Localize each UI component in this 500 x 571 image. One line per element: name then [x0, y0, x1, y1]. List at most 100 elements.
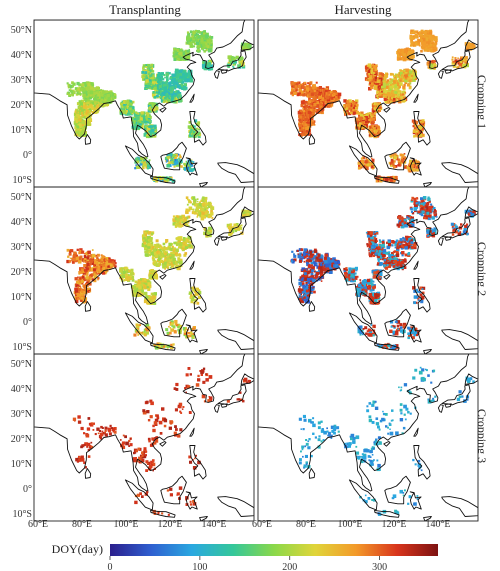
rice-pixel: [375, 70, 378, 73]
rice-pixel: [401, 53, 403, 56]
rice-pixel: [394, 91, 398, 94]
rice-pixel: [170, 78, 174, 82]
rice-pixel: [402, 53, 406, 57]
rice-pixel: [305, 92, 308, 94]
rice-pixel: [75, 108, 79, 112]
rice-pixel: [319, 108, 322, 111]
rice-pixel: [406, 54, 408, 57]
rice-pixel: [168, 161, 171, 164]
rice-pixel: [421, 41, 423, 44]
rice-pixel: [202, 43, 206, 47]
rice-pixel: [301, 122, 304, 125]
rice-pixel: [77, 106, 82, 110]
rice-pixel: [140, 124, 144, 128]
rice-pixel: [368, 75, 371, 78]
rice-pixel: [164, 76, 166, 79]
rice-pixel: [197, 133, 200, 136]
rice-pixel: [207, 63, 210, 67]
rice-pixel: [178, 51, 183, 56]
rice-pixel: [371, 82, 374, 86]
rice-pixel: [169, 95, 172, 98]
rice-pixel: [373, 82, 376, 85]
coastline-path: [34, 20, 246, 158]
rice-pixel: [146, 133, 149, 136]
rice-pixel: [152, 91, 155, 94]
rice-pixel: [83, 115, 87, 119]
rice-pixel: [194, 38, 198, 42]
rice-pixel: [162, 97, 165, 100]
rice-pixel: [433, 46, 437, 49]
rice-pixel: [104, 98, 108, 101]
rice-pixel: [143, 78, 146, 81]
rice-pixel: [178, 93, 182, 97]
rice-pixel: [129, 109, 133, 113]
rice-pixel: [208, 67, 212, 71]
rice-pixel: [71, 85, 74, 88]
rice-pixel: [428, 31, 432, 35]
rice-pixel: [141, 71, 145, 74]
rice-pixel: [203, 39, 205, 42]
rice-pixel: [192, 161, 195, 163]
rice-pixel: [143, 163, 147, 167]
rice-pixel: [249, 46, 251, 48]
rice-pixel: [391, 73, 394, 76]
rice-pixel: [102, 90, 106, 94]
rice-pixel: [371, 64, 374, 67]
rice-pixel: [396, 84, 398, 87]
rice-pixel: [315, 95, 319, 99]
rice-pixel: [205, 49, 208, 51]
rice-pixel: [433, 44, 435, 47]
rice-pixel: [145, 66, 148, 68]
rice-pixel: [384, 100, 387, 103]
rice-pixel: [389, 100, 393, 104]
rice-pixel: [74, 123, 78, 127]
rice-pixel: [97, 98, 101, 102]
rice-pixel: [74, 117, 78, 121]
rice-pixel: [145, 166, 148, 169]
rice-pixel: [305, 87, 310, 91]
rice-pixel: [310, 100, 315, 104]
rice-pixel: [142, 167, 145, 170]
rice-pixel: [418, 44, 421, 47]
rice-pixel: [87, 93, 91, 98]
rice-pixel: [151, 70, 155, 73]
rice-pixel: [182, 52, 186, 55]
rice-pixel: [306, 114, 310, 117]
rice-pixel: [355, 99, 359, 103]
rice-pixel: [120, 112, 123, 115]
rice-pixel: [138, 164, 141, 167]
rice-pixel: [144, 71, 148, 75]
rice-pixel: [396, 73, 399, 76]
rice-pixel: [174, 50, 177, 53]
rice-pixel: [168, 89, 171, 92]
rice-pixel: [322, 96, 325, 98]
rice-pixel: [197, 121, 201, 125]
rice-pixel: [137, 125, 141, 129]
rice-pixel: [83, 94, 86, 98]
col-title-harvesting: Harvesting: [334, 2, 392, 17]
rice-pixel: [152, 134, 156, 138]
rice-pixel: [165, 81, 169, 84]
rice-pixel: [95, 105, 100, 109]
rice-pixel: [143, 120, 147, 124]
rice-pixel: [305, 109, 310, 113]
rice-pixel: [385, 85, 389, 90]
rice-pixel: [298, 118, 301, 122]
map-content: [258, 20, 478, 187]
rice-pixel: [384, 90, 388, 94]
rice-pixel: [181, 76, 185, 81]
rice-pixel: [140, 156, 144, 161]
map-panels: [33, 19, 479, 522]
rice-pixel: [81, 129, 86, 133]
rice-pixel: [95, 86, 100, 90]
rice-pixel: [203, 50, 206, 53]
rice-pixel: [423, 34, 426, 36]
rice-pixel: [199, 39, 202, 43]
rice-pixel: [376, 96, 379, 100]
rice-pixel: [166, 78, 169, 82]
rice-pixel: [91, 85, 94, 88]
rice-pixel: [189, 162, 192, 166]
map-panel: [33, 19, 255, 188]
rice-pixel: [155, 78, 158, 82]
rice-pixel: [401, 96, 405, 100]
